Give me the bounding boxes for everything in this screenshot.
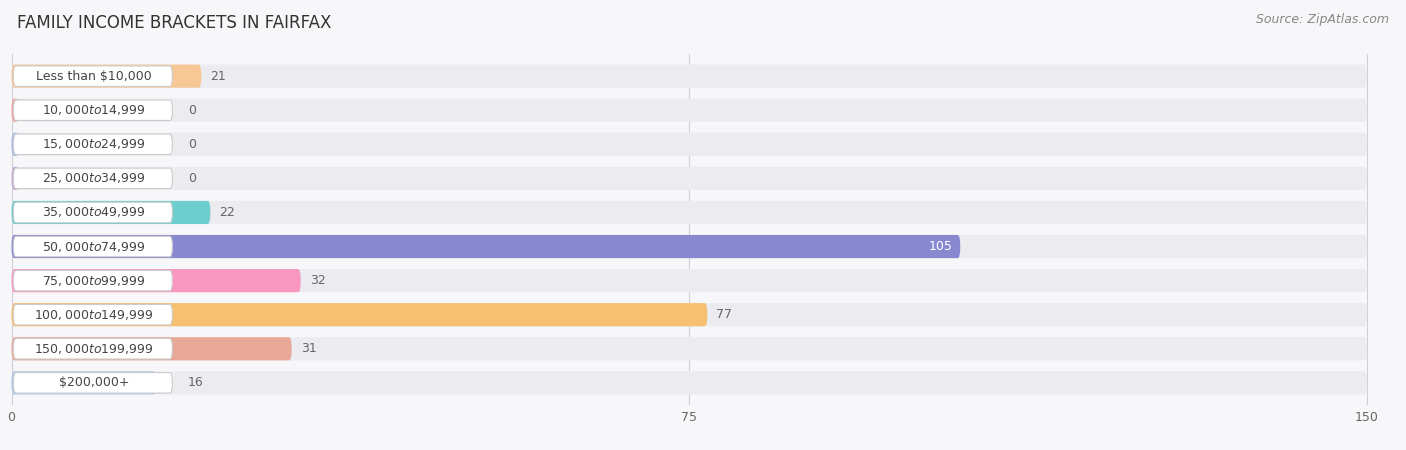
FancyBboxPatch shape xyxy=(11,99,1367,122)
FancyBboxPatch shape xyxy=(13,134,173,154)
Text: 77: 77 xyxy=(716,308,733,321)
FancyBboxPatch shape xyxy=(11,337,291,360)
Text: $10,000 to $14,999: $10,000 to $14,999 xyxy=(42,103,146,117)
FancyBboxPatch shape xyxy=(13,66,173,86)
Text: FAMILY INCOME BRACKETS IN FAIRFAX: FAMILY INCOME BRACKETS IN FAIRFAX xyxy=(17,14,332,32)
Text: $35,000 to $49,999: $35,000 to $49,999 xyxy=(42,206,146,220)
FancyBboxPatch shape xyxy=(11,235,960,258)
Text: Source: ZipAtlas.com: Source: ZipAtlas.com xyxy=(1256,14,1389,27)
FancyBboxPatch shape xyxy=(11,133,18,156)
Text: $50,000 to $74,999: $50,000 to $74,999 xyxy=(42,239,146,253)
Text: $25,000 to $34,999: $25,000 to $34,999 xyxy=(42,171,146,185)
FancyBboxPatch shape xyxy=(11,269,1367,292)
FancyBboxPatch shape xyxy=(11,269,301,292)
FancyBboxPatch shape xyxy=(13,270,173,291)
Text: 0: 0 xyxy=(188,172,195,185)
FancyBboxPatch shape xyxy=(11,371,1367,395)
FancyBboxPatch shape xyxy=(11,64,1367,88)
FancyBboxPatch shape xyxy=(11,303,707,326)
FancyBboxPatch shape xyxy=(13,202,173,223)
Text: 21: 21 xyxy=(211,70,226,83)
Text: Less than $10,000: Less than $10,000 xyxy=(37,70,152,83)
FancyBboxPatch shape xyxy=(11,167,18,190)
FancyBboxPatch shape xyxy=(11,64,201,88)
Text: 0: 0 xyxy=(188,138,195,151)
Text: 0: 0 xyxy=(188,104,195,117)
Text: 16: 16 xyxy=(188,376,204,389)
FancyBboxPatch shape xyxy=(11,133,1367,156)
FancyBboxPatch shape xyxy=(13,236,173,257)
FancyBboxPatch shape xyxy=(13,168,173,189)
FancyBboxPatch shape xyxy=(13,305,173,325)
FancyBboxPatch shape xyxy=(13,100,173,121)
FancyBboxPatch shape xyxy=(13,338,173,359)
FancyBboxPatch shape xyxy=(11,371,156,395)
Text: $15,000 to $24,999: $15,000 to $24,999 xyxy=(42,137,146,151)
FancyBboxPatch shape xyxy=(11,303,1367,326)
Text: $200,000+: $200,000+ xyxy=(59,376,129,389)
FancyBboxPatch shape xyxy=(11,235,1367,258)
FancyBboxPatch shape xyxy=(11,99,18,122)
Text: 105: 105 xyxy=(929,240,953,253)
Text: $150,000 to $199,999: $150,000 to $199,999 xyxy=(34,342,153,356)
FancyBboxPatch shape xyxy=(11,167,1367,190)
Text: $75,000 to $99,999: $75,000 to $99,999 xyxy=(42,274,146,288)
Text: 31: 31 xyxy=(301,342,316,355)
FancyBboxPatch shape xyxy=(11,337,1367,360)
FancyBboxPatch shape xyxy=(11,201,211,224)
Text: 32: 32 xyxy=(309,274,325,287)
FancyBboxPatch shape xyxy=(11,201,1367,224)
FancyBboxPatch shape xyxy=(13,373,173,393)
Text: $100,000 to $149,999: $100,000 to $149,999 xyxy=(34,308,153,322)
Text: 22: 22 xyxy=(219,206,235,219)
